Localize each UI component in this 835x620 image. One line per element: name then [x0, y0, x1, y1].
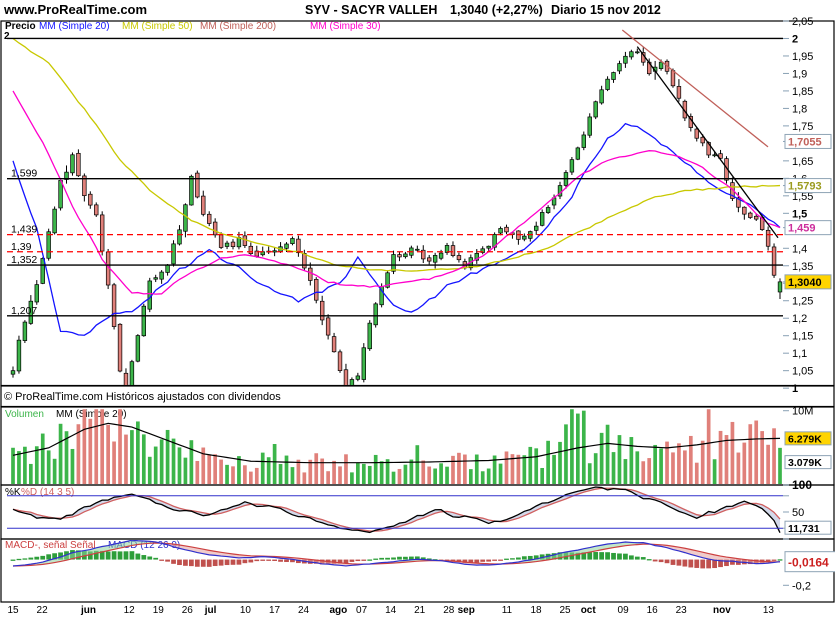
- svg-text:10M: 10M: [792, 406, 813, 418]
- svg-text:1,95: 1,95: [792, 51, 813, 63]
- svg-text:07: 07: [356, 605, 368, 616]
- svg-text:2,05: 2,05: [792, 16, 813, 28]
- svg-text:1,05: 1,05: [792, 366, 813, 378]
- svg-text:24: 24: [298, 605, 310, 616]
- svg-text:09: 09: [618, 605, 630, 616]
- svg-text:1: 1: [792, 383, 798, 395]
- svg-text:-0,2: -0,2: [792, 580, 811, 592]
- svg-text:jul: jul: [204, 605, 217, 616]
- svg-text:3.079K: 3.079K: [788, 457, 822, 469]
- svg-text:1,4: 1,4: [792, 243, 807, 255]
- svg-text:10: 10: [240, 605, 252, 616]
- svg-text:1,5793: 1,5793: [788, 181, 822, 193]
- svg-text:© ProRealTime.com Históricos: © ProRealTime.com Históricos ajustados c…: [4, 391, 281, 403]
- svg-text:18: 18: [530, 605, 542, 616]
- svg-text:1,25: 1,25: [792, 296, 813, 308]
- svg-text:1,9: 1,9: [792, 68, 807, 80]
- svg-text:17: 17: [269, 605, 281, 616]
- svg-text:1,85: 1,85: [792, 86, 813, 98]
- svg-text:SYV - SACYR VALLEH: SYV - SACYR VALLEH: [305, 3, 437, 17]
- svg-text:1,439: 1,439: [11, 224, 37, 236]
- svg-text:1,65: 1,65: [792, 156, 813, 168]
- svg-text:16: 16: [647, 605, 659, 616]
- svg-text:12: 12: [124, 605, 136, 616]
- svg-text:%D (14 3 5): %D (14 3 5): [21, 487, 74, 498]
- svg-text:oct: oct: [581, 605, 597, 616]
- svg-text:22: 22: [37, 605, 49, 616]
- svg-text:1,15: 1,15: [792, 331, 813, 343]
- svg-text:www.ProRealTime.com: www.ProRealTime.com: [3, 2, 147, 17]
- svg-text:nov: nov: [713, 605, 731, 616]
- svg-text:1,35: 1,35: [792, 261, 813, 273]
- svg-text:1,39: 1,39: [11, 241, 32, 253]
- svg-text:2: 2: [4, 31, 10, 42]
- svg-text:15 nov 2012: 15 nov 2012: [590, 3, 661, 17]
- svg-text:MM (Simple 50): MM (Simple 50): [122, 21, 193, 32]
- svg-text:15: 15: [7, 605, 19, 616]
- svg-text:1,3040: 1,3040: [788, 277, 822, 289]
- svg-text:1,2: 1,2: [792, 313, 807, 325]
- svg-text:1,459: 1,459: [788, 223, 816, 235]
- svg-text:Volumen: Volumen: [5, 409, 44, 420]
- svg-text:25: 25: [559, 605, 571, 616]
- svg-text:19: 19: [153, 605, 165, 616]
- svg-text:sep: sep: [458, 605, 475, 616]
- svg-text:100: 100: [792, 478, 812, 492]
- svg-text:ago: ago: [330, 605, 348, 616]
- svg-text:14: 14: [385, 605, 397, 616]
- svg-text:MM (Simple 200): MM (Simple 200): [200, 21, 276, 32]
- svg-text:MACD-, señal Señal: MACD-, señal Señal: [5, 540, 96, 551]
- svg-text:1,7055: 1,7055: [788, 136, 822, 148]
- svg-text:11: 11: [502, 605, 513, 616]
- svg-text:Precio: Precio: [5, 21, 36, 32]
- svg-text:MM (Simple 20): MM (Simple 20): [56, 409, 127, 420]
- svg-text:MM (Simple 30): MM (Simple 30): [310, 21, 381, 32]
- svg-text:21: 21: [414, 605, 426, 616]
- svg-text:2: 2: [792, 33, 798, 45]
- svg-text:26: 26: [182, 605, 194, 616]
- svg-text:1,352: 1,352: [11, 254, 37, 266]
- svg-text:1,5: 1,5: [792, 208, 807, 220]
- svg-text:1,75: 1,75: [792, 121, 813, 133]
- svg-text:1,3040 (+2,27%): 1,3040 (+2,27%): [450, 3, 543, 17]
- svg-text:%K: %K: [5, 487, 21, 498]
- svg-text:1,8: 1,8: [792, 103, 807, 115]
- svg-text:28: 28: [443, 605, 455, 616]
- svg-text:Diario: Diario: [551, 3, 587, 17]
- svg-text:23: 23: [676, 605, 688, 616]
- svg-text:1,599: 1,599: [11, 168, 37, 180]
- svg-text:1,207: 1,207: [11, 305, 37, 317]
- svg-text:13: 13: [763, 605, 775, 616]
- svg-text:1,1: 1,1: [792, 348, 807, 360]
- svg-text:MM (Simple 20): MM (Simple 20): [39, 21, 110, 32]
- svg-text:6.279K: 6.279K: [788, 433, 822, 445]
- svg-text:-0,0164: -0,0164: [788, 556, 829, 570]
- svg-text:50: 50: [792, 507, 804, 519]
- svg-text:jun: jun: [80, 605, 96, 616]
- svg-text:11,731: 11,731: [788, 523, 820, 535]
